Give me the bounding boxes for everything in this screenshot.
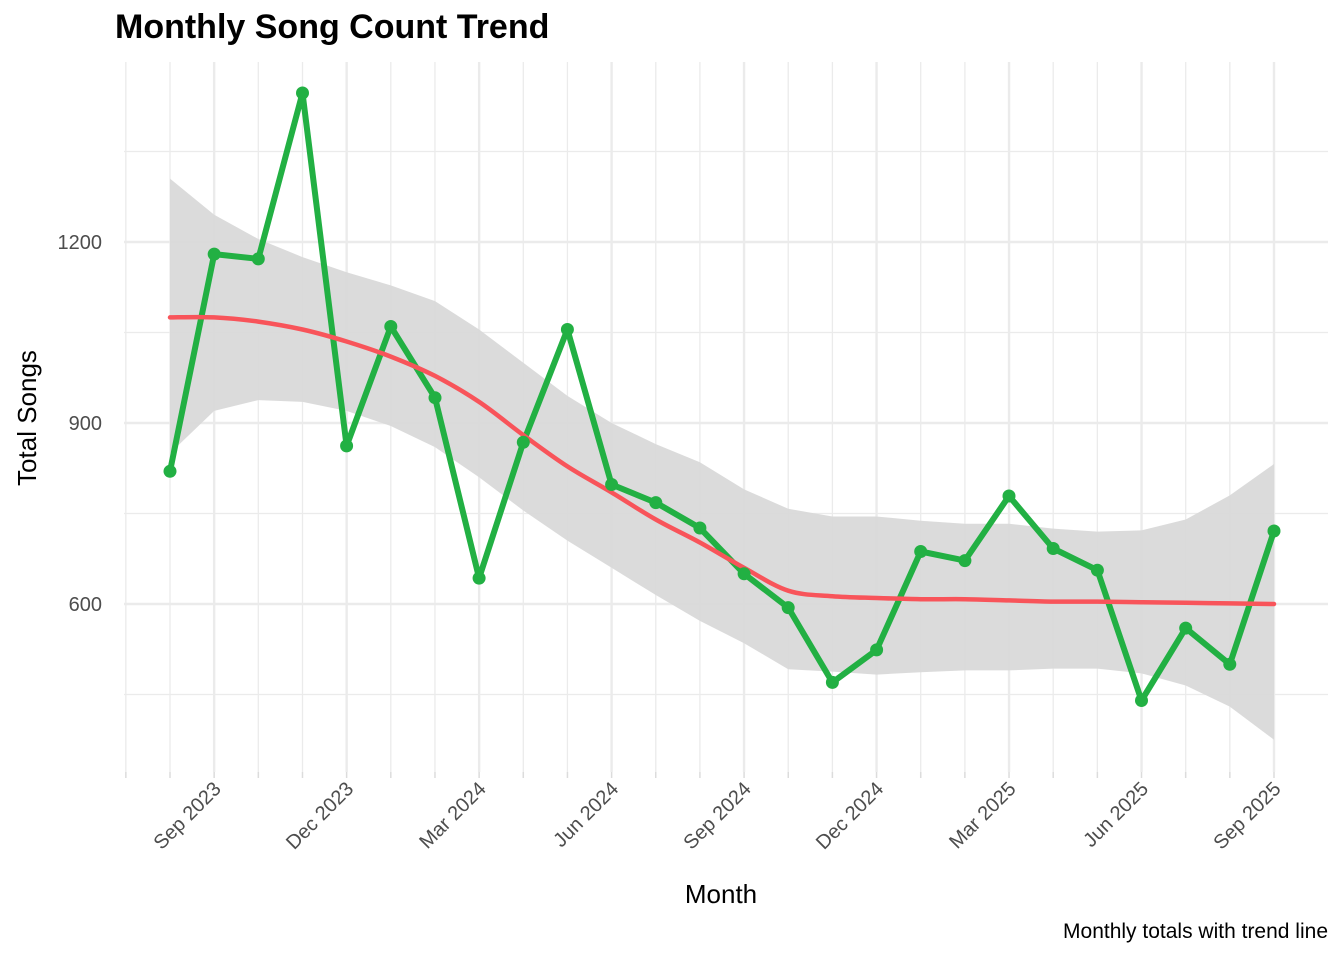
x-tick-label: Sep 2024 bbox=[680, 778, 756, 854]
observed-points bbox=[163, 86, 1281, 707]
data-point bbox=[605, 478, 619, 491]
x-tick-label: Sep 2023 bbox=[150, 778, 226, 854]
data-point bbox=[693, 521, 707, 535]
x-tick-label: Dec 2024 bbox=[812, 778, 888, 854]
data-point bbox=[649, 496, 663, 510]
data-point bbox=[1090, 563, 1104, 577]
chart-title: Monthly Song Count Trend bbox=[115, 8, 550, 46]
trend-line-series bbox=[167, 314, 1277, 607]
y-tick-label: 900 bbox=[69, 413, 102, 435]
x-tick-label: Jun 2024 bbox=[549, 778, 623, 852]
data-point bbox=[1135, 694, 1148, 707]
observed-series bbox=[167, 90, 1277, 704]
x-axis: Sep 2023 Dec 2023 Mar 2024 Jun 2024 Sep 2024… bbox=[125, 772, 1286, 854]
data-point bbox=[340, 439, 354, 453]
data-point bbox=[472, 571, 486, 585]
x-tick-label: Dec 2023 bbox=[282, 778, 358, 854]
data-point bbox=[1267, 524, 1281, 538]
data-point bbox=[1046, 542, 1060, 555]
data-point bbox=[958, 554, 972, 568]
x-tick-label: Mar 2025 bbox=[945, 778, 1020, 853]
data-point bbox=[516, 435, 530, 449]
data-point bbox=[207, 247, 221, 261]
data-point bbox=[428, 391, 442, 405]
x-tick-label: Jun 2025 bbox=[1079, 778, 1153, 852]
data-point bbox=[870, 643, 884, 657]
data-point bbox=[560, 323, 574, 336]
x-tick-label: Mar 2024 bbox=[415, 778, 490, 853]
y-tick-label: 1200 bbox=[58, 232, 103, 254]
trend-line bbox=[167, 314, 1277, 607]
x-tick-label: Sep 2025 bbox=[1209, 778, 1285, 854]
data-point bbox=[781, 601, 795, 615]
observed-line bbox=[167, 90, 1277, 704]
data-point bbox=[914, 545, 928, 558]
confidence-band bbox=[170, 178, 1274, 740]
data-point bbox=[737, 567, 751, 581]
data-point bbox=[1179, 621, 1193, 635]
data-point bbox=[1223, 657, 1237, 671]
data-point bbox=[296, 86, 309, 100]
data-point bbox=[384, 320, 398, 333]
data-point bbox=[251, 252, 265, 266]
y-axis-label: Total Songs bbox=[12, 350, 42, 486]
y-tick-label: 600 bbox=[69, 594, 102, 616]
data-point bbox=[1002, 489, 1016, 503]
y-axis: 600 900 1200 bbox=[58, 232, 103, 616]
data-point bbox=[825, 675, 839, 689]
x-axis-label: Month bbox=[685, 879, 757, 909]
chart-caption: Monthly totals with trend line bbox=[1063, 920, 1328, 943]
confidence-band-area bbox=[170, 178, 1274, 740]
data-point bbox=[163, 464, 177, 478]
